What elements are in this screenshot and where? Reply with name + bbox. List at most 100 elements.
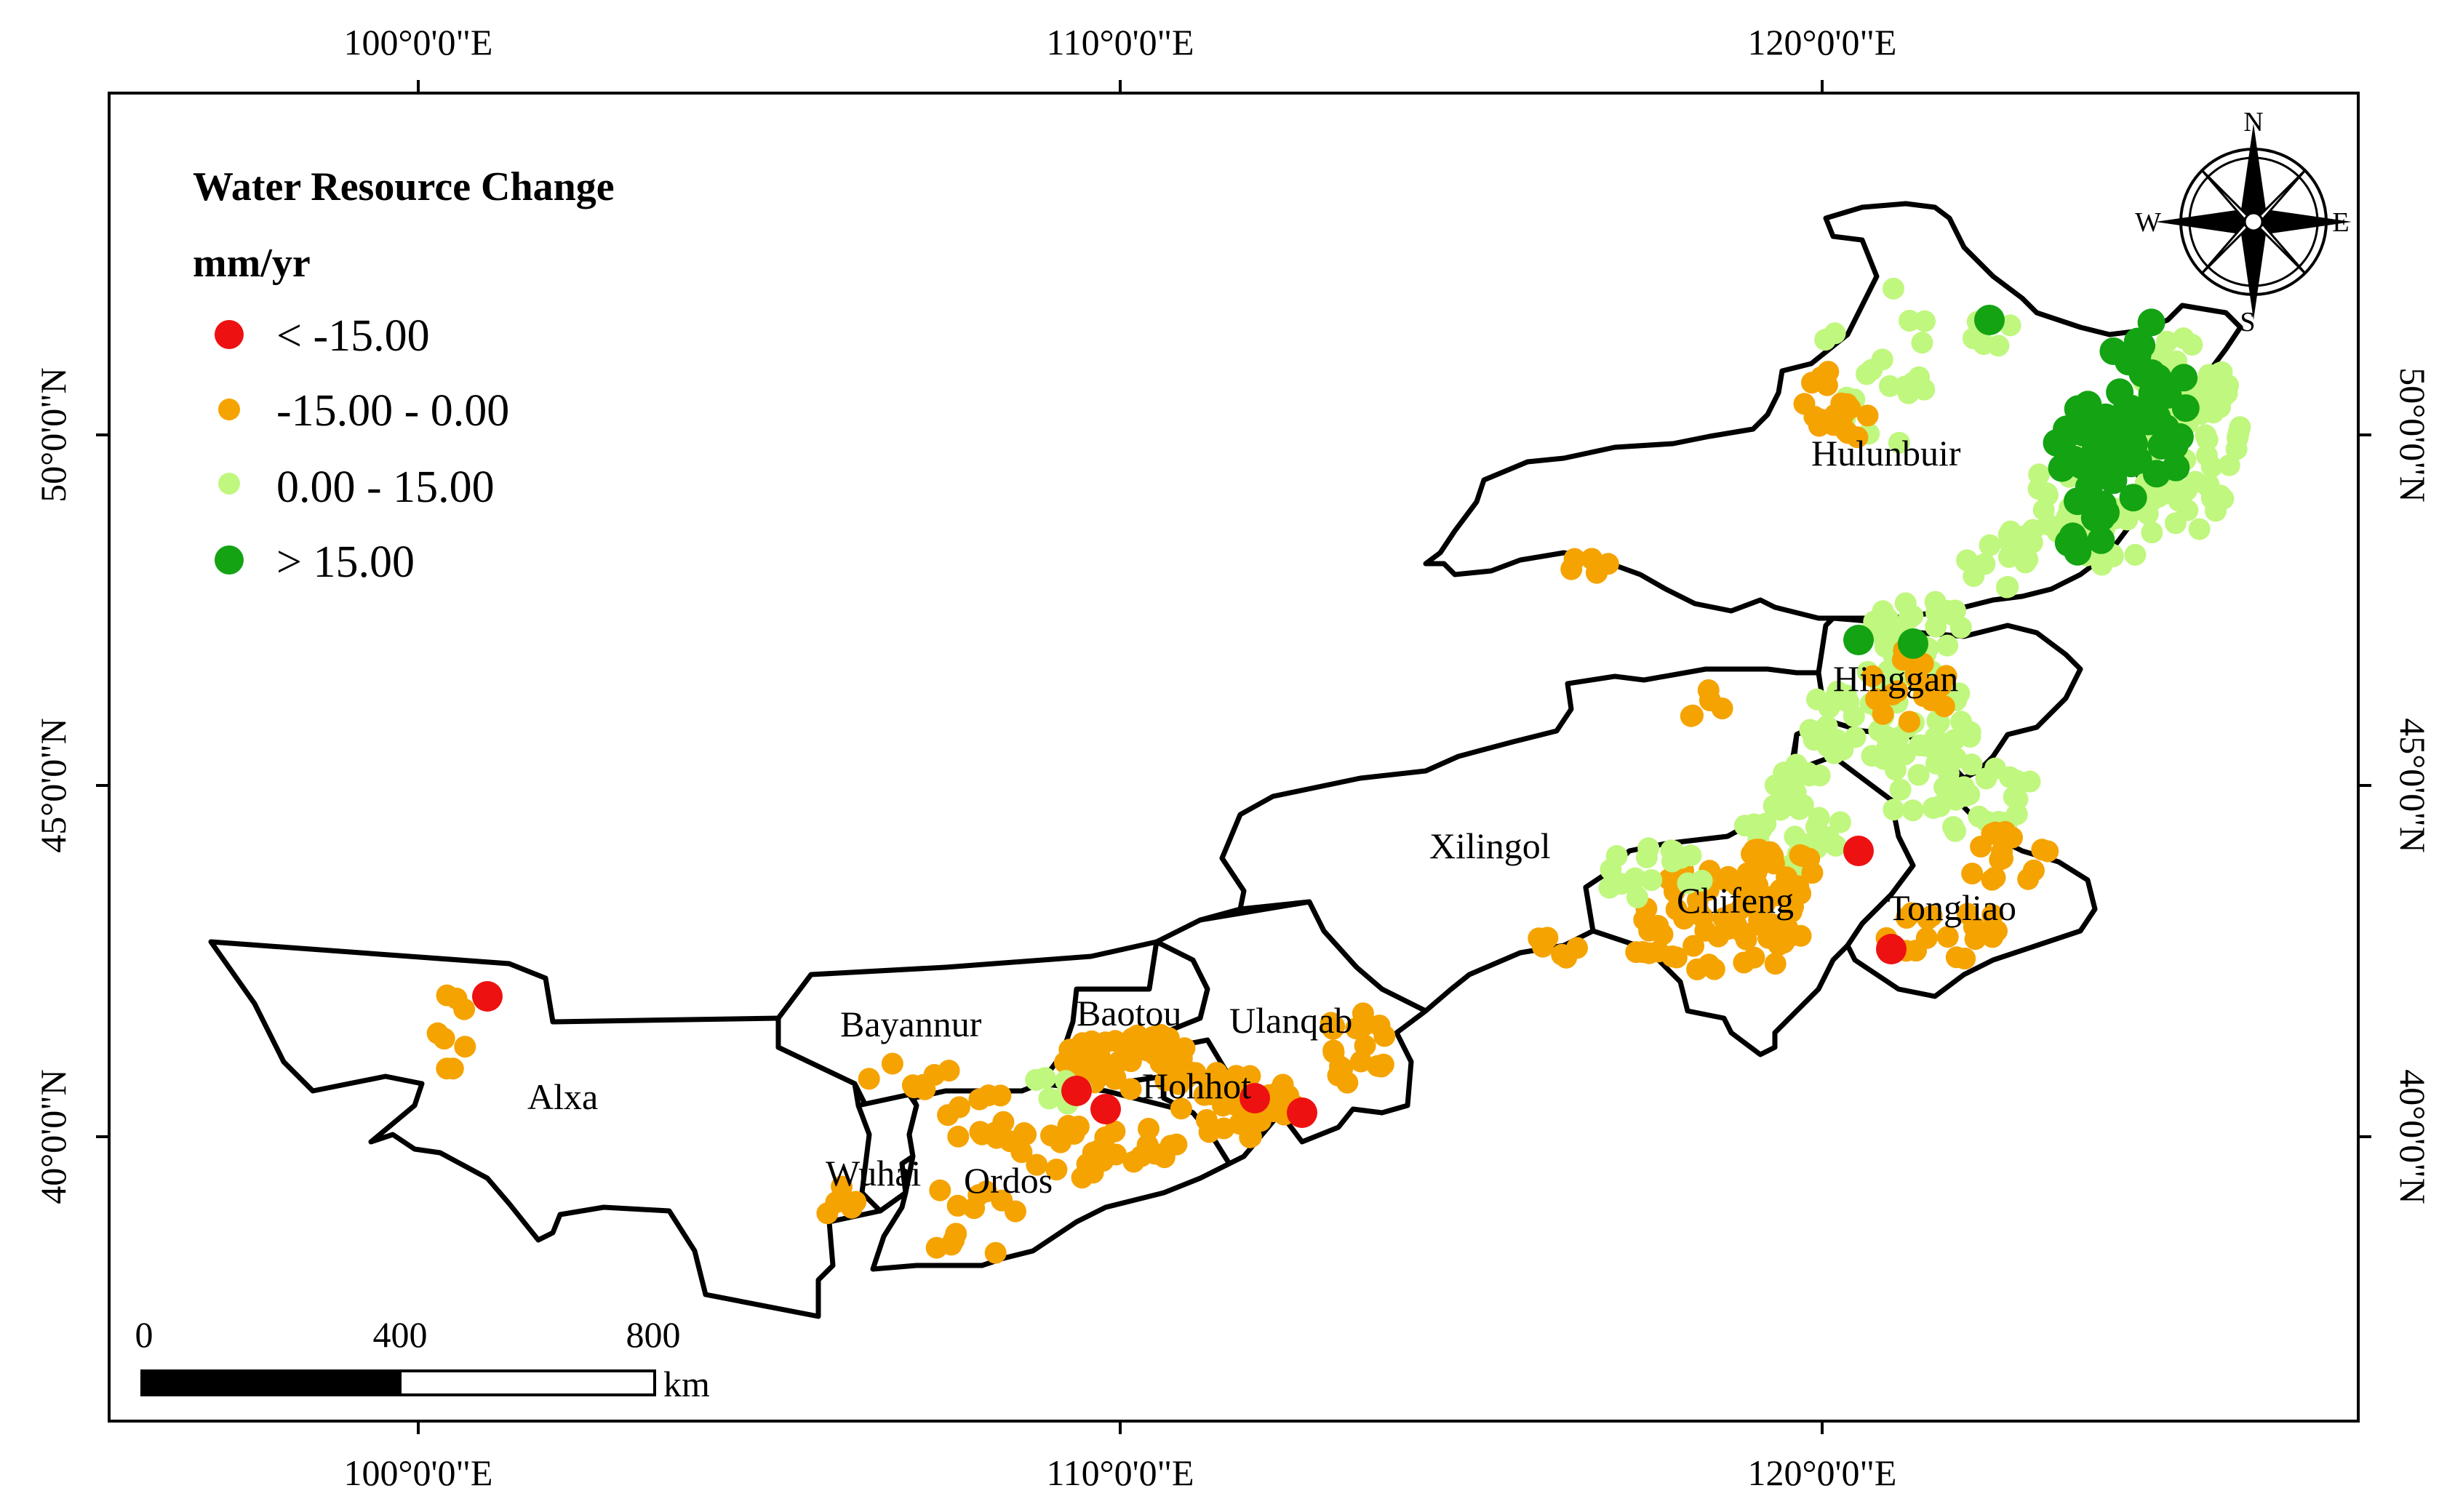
station-point — [1925, 752, 1947, 775]
region-label-alxa: Alxa — [527, 1076, 598, 1117]
station-point — [947, 1125, 970, 1148]
station-point — [1640, 869, 1663, 892]
scale-label-400: 400 — [373, 1314, 428, 1355]
station-point — [1698, 689, 1721, 711]
station-point — [1103, 1120, 1126, 1143]
station-point — [1843, 836, 1874, 866]
legend-label-gt-15: > 15.00 — [276, 537, 415, 587]
station-point — [1691, 906, 1714, 929]
station-point — [1823, 742, 1845, 764]
station-point — [1999, 314, 2021, 337]
scale-bar-white-segment — [399, 1369, 656, 1396]
station-point — [1045, 1159, 1068, 1181]
station-point — [1726, 874, 1749, 897]
lon-label-top-120: 120°0'0"E — [1748, 22, 1897, 63]
station-point — [1287, 1097, 1317, 1128]
lon-label-bottom-120: 120°0'0"E — [1748, 1452, 1897, 1493]
compass-south: S — [2240, 307, 2255, 337]
station-point — [1056, 1052, 1079, 1074]
station-point — [1698, 953, 1720, 976]
station-point — [1865, 688, 1888, 711]
legend-label-lt-minus15: < -15.00 — [276, 311, 430, 361]
station-point — [472, 981, 503, 1012]
station-point — [2115, 348, 2143, 376]
station-point — [963, 1197, 986, 1220]
station-point — [1920, 905, 1943, 927]
region-label-hulunbuir: Hulunbuir — [1811, 433, 1961, 473]
station-point — [1789, 924, 1812, 947]
station-point — [1266, 1082, 1288, 1105]
station-point — [1928, 795, 1951, 817]
station-point — [2200, 455, 2223, 478]
station-point — [1605, 845, 1628, 867]
compass-north: N — [2243, 107, 2263, 137]
station-point — [1625, 941, 1648, 964]
station-point — [436, 984, 458, 1007]
station-point — [1651, 923, 1674, 945]
station-point — [2175, 479, 2197, 502]
region-label-bayannur: Bayannur — [840, 1004, 982, 1044]
region-label-hohhot: Hohhot — [1142, 1065, 1251, 1106]
station-point — [2218, 454, 2240, 476]
station-point — [1225, 1065, 1248, 1087]
station-point — [1690, 870, 1713, 892]
station-point — [2171, 394, 2200, 423]
station-point — [1090, 1147, 1113, 1169]
station-point — [968, 1088, 991, 1111]
station-point — [2201, 375, 2223, 398]
station-point — [2153, 483, 2176, 505]
lon-label-top-100: 100°0'0"E — [344, 22, 493, 63]
station-point — [1566, 937, 1588, 959]
station-point — [2229, 416, 2251, 439]
station-point — [1984, 821, 2007, 844]
station-point — [2200, 487, 2223, 509]
station-point — [1626, 886, 1648, 908]
station-point — [1995, 576, 2018, 599]
region-label-hinggan: Hinggan — [1833, 658, 1958, 699]
station-point — [1868, 719, 1891, 742]
station-point — [929, 1179, 951, 1201]
station-point — [1843, 625, 1874, 655]
lat-label-left-40: 40°0'0"N — [33, 1069, 73, 1204]
station-point — [1898, 628, 1928, 659]
station-point — [989, 1084, 1012, 1107]
station-point — [1867, 613, 1890, 636]
water-change-points — [426, 277, 2251, 1264]
station-point — [1879, 375, 1901, 397]
station-point — [1119, 1078, 1142, 1100]
station-point — [1354, 1034, 1376, 1057]
station-point — [1898, 711, 1920, 733]
station-point — [1901, 902, 1923, 924]
station-point — [2091, 553, 2113, 576]
lat-label-right-50: 50°0'0"N — [2392, 367, 2433, 503]
station-point — [1038, 1087, 1061, 1110]
station-point — [1912, 735, 1935, 757]
station-point — [1889, 778, 1912, 801]
station-point — [925, 1236, 948, 1259]
station-point — [2037, 513, 2059, 536]
station-point — [2138, 359, 2166, 387]
station-point — [1874, 633, 1896, 655]
legend-swatch-lt-minus15 — [215, 320, 244, 349]
station-point — [1887, 727, 1909, 749]
lon-label-bottom-110: 110°0'0"E — [1046, 1452, 1194, 1493]
station-point — [1942, 816, 1965, 839]
station-point — [1785, 753, 1808, 776]
station-point — [1142, 1025, 1165, 1048]
station-point — [1647, 940, 1669, 963]
station-point — [1968, 805, 1990, 828]
station-point — [2093, 409, 2122, 437]
legend: Water Resource Change mm/yr < -15.00 -15… — [193, 164, 615, 587]
station-point — [1665, 946, 1688, 969]
station-point — [1198, 1121, 1221, 1143]
station-point — [1999, 766, 2021, 788]
compass-west: W — [2135, 207, 2161, 238]
station-point — [1876, 934, 1907, 964]
station-point — [1956, 903, 1979, 925]
legend-unit: mm/yr — [193, 241, 311, 286]
station-point — [1323, 1015, 1346, 1037]
station-point — [426, 1022, 449, 1044]
station-point — [1040, 1124, 1062, 1147]
station-point — [1816, 715, 1838, 737]
station-point — [1856, 363, 1878, 385]
